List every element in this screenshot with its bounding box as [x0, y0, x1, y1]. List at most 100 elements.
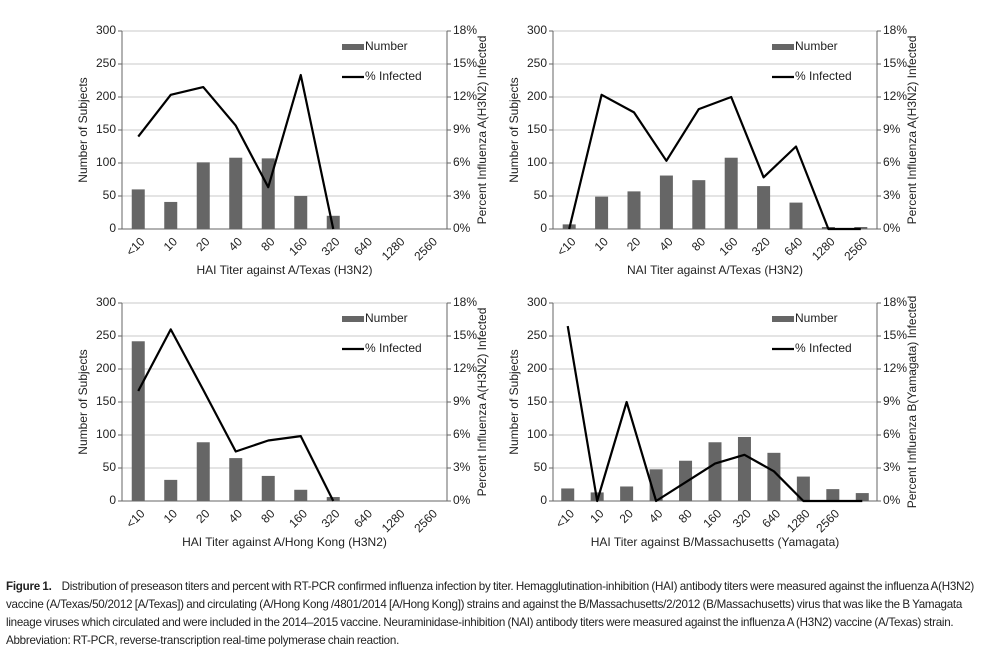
- legend-label: Number: [365, 39, 408, 53]
- x-tick-label: 80: [258, 234, 278, 254]
- x-tick-label: 20: [624, 234, 644, 254]
- x-tick-label: 40: [226, 506, 246, 526]
- x-tick-label: 640: [759, 506, 783, 530]
- bar: [229, 157, 243, 229]
- bar: [796, 476, 810, 501]
- x-tick-label: 80: [258, 506, 278, 526]
- x-tick-label: 20: [617, 506, 637, 526]
- y-tick-label: 300: [527, 295, 547, 309]
- y2-tick-label: 6%: [453, 155, 471, 169]
- x-tick-label: <10: [553, 506, 578, 531]
- x-tick-label: 2560: [841, 234, 870, 263]
- bar: [724, 157, 738, 229]
- legend-swatch: [772, 44, 794, 50]
- legend-swatch: [342, 44, 364, 50]
- x-tick-label: 320: [319, 506, 343, 530]
- y2-tick-label: 18%: [453, 23, 477, 37]
- bar: [261, 475, 275, 501]
- y-tick-label: 50: [103, 188, 117, 202]
- x-axis-label: NAI Titer against A/Texas (H3N2): [627, 263, 803, 277]
- y-tick-label: 150: [96, 394, 116, 408]
- y2-tick-label: 15%: [453, 56, 477, 70]
- x-tick-label: 640: [351, 506, 375, 530]
- y-tick-label: 300: [96, 23, 116, 37]
- bar: [294, 196, 308, 229]
- y2-tick-label: 6%: [453, 427, 471, 441]
- x-tick-label: 10: [161, 506, 181, 526]
- x-tick-label: 1280: [379, 506, 408, 535]
- x-axis-label: HAI Titer against A/Texas (H3N2): [196, 263, 372, 277]
- y-tick-label: 150: [527, 122, 547, 136]
- y2-axis-label: Percent Influenza A(H3N2) Infected: [905, 36, 919, 225]
- bar: [229, 458, 243, 501]
- legend-label: Number: [365, 311, 408, 325]
- y-axis-label: Number of Subjects: [76, 77, 90, 182]
- bar: [620, 486, 634, 501]
- x-tick-label: 160: [286, 506, 310, 530]
- x-tick-label: <10: [123, 506, 148, 531]
- x-tick-label: 320: [319, 234, 343, 258]
- y2-tick-label: 9%: [883, 122, 901, 136]
- bar: [627, 191, 641, 229]
- x-tick-label: 10: [587, 506, 607, 526]
- y2-tick-label: 12%: [453, 361, 477, 375]
- y-tick-label: 150: [527, 394, 547, 408]
- bar: [326, 215, 340, 229]
- y-tick-label: 0: [540, 493, 547, 507]
- bar: [164, 201, 178, 229]
- x-tick-label: 80: [689, 234, 709, 254]
- bar: [692, 180, 706, 229]
- y2-tick-label: 6%: [883, 155, 901, 169]
- bar: [561, 488, 575, 501]
- x-tick-label: 10: [592, 234, 612, 254]
- x-tick-label: 640: [781, 234, 805, 258]
- bar: [595, 196, 609, 229]
- legend-label: % Infected: [795, 341, 852, 355]
- x-axis-label: HAI Titer against B/Massachusetts (Yamag…: [591, 535, 840, 549]
- bar: [164, 479, 178, 501]
- legend-swatch: [772, 316, 794, 322]
- y2-tick-label: 0%: [453, 221, 471, 235]
- x-tick-label: 2560: [411, 234, 440, 263]
- bar: [659, 175, 673, 229]
- x-tick-label: 20: [193, 506, 213, 526]
- x-tick-label: <10: [123, 234, 148, 259]
- y-tick-label: 0: [109, 221, 116, 235]
- x-tick-label: 80: [676, 506, 696, 526]
- x-tick-label: 320: [749, 234, 773, 258]
- x-axis-label: HAI Titer against A/Hong Kong (H3N2): [182, 535, 387, 549]
- bar: [737, 436, 751, 501]
- x-tick-label: 160: [286, 234, 310, 258]
- bar: [294, 489, 308, 501]
- y2-tick-label: 6%: [883, 427, 901, 441]
- y2-axis-label: Percent Influenza A(H3N2) Infected: [475, 36, 489, 225]
- bar: [196, 162, 210, 229]
- y2-tick-label: 9%: [453, 394, 471, 408]
- y-tick-label: 250: [96, 56, 116, 70]
- y2-tick-label: 18%: [453, 295, 477, 309]
- x-tick-label: 160: [700, 506, 724, 530]
- y2-tick-label: 12%: [453, 89, 477, 103]
- caption-text: Distribution of preseason titers and per…: [6, 580, 975, 647]
- legend-swatch: [342, 316, 364, 322]
- bar: [131, 341, 145, 501]
- caption-label: Figure 1.: [6, 580, 52, 593]
- x-tick-label: 320: [730, 506, 754, 530]
- y2-tick-label: 15%: [883, 328, 907, 342]
- y2-tick-label: 0%: [883, 221, 901, 235]
- bar: [855, 493, 869, 501]
- y2-tick-label: 9%: [453, 122, 471, 136]
- y2-tick-label: 15%: [883, 56, 907, 70]
- y-axis-label: Number of Subjects: [507, 349, 521, 454]
- x-tick-label: 160: [717, 234, 741, 258]
- y-tick-label: 100: [96, 427, 116, 441]
- legend-label: Number: [795, 39, 838, 53]
- x-tick-label: 2560: [813, 506, 842, 535]
- bar: [826, 489, 840, 501]
- y-tick-label: 100: [96, 155, 116, 169]
- y2-tick-label: 18%: [883, 295, 907, 309]
- bar: [196, 442, 210, 501]
- bar: [757, 186, 771, 229]
